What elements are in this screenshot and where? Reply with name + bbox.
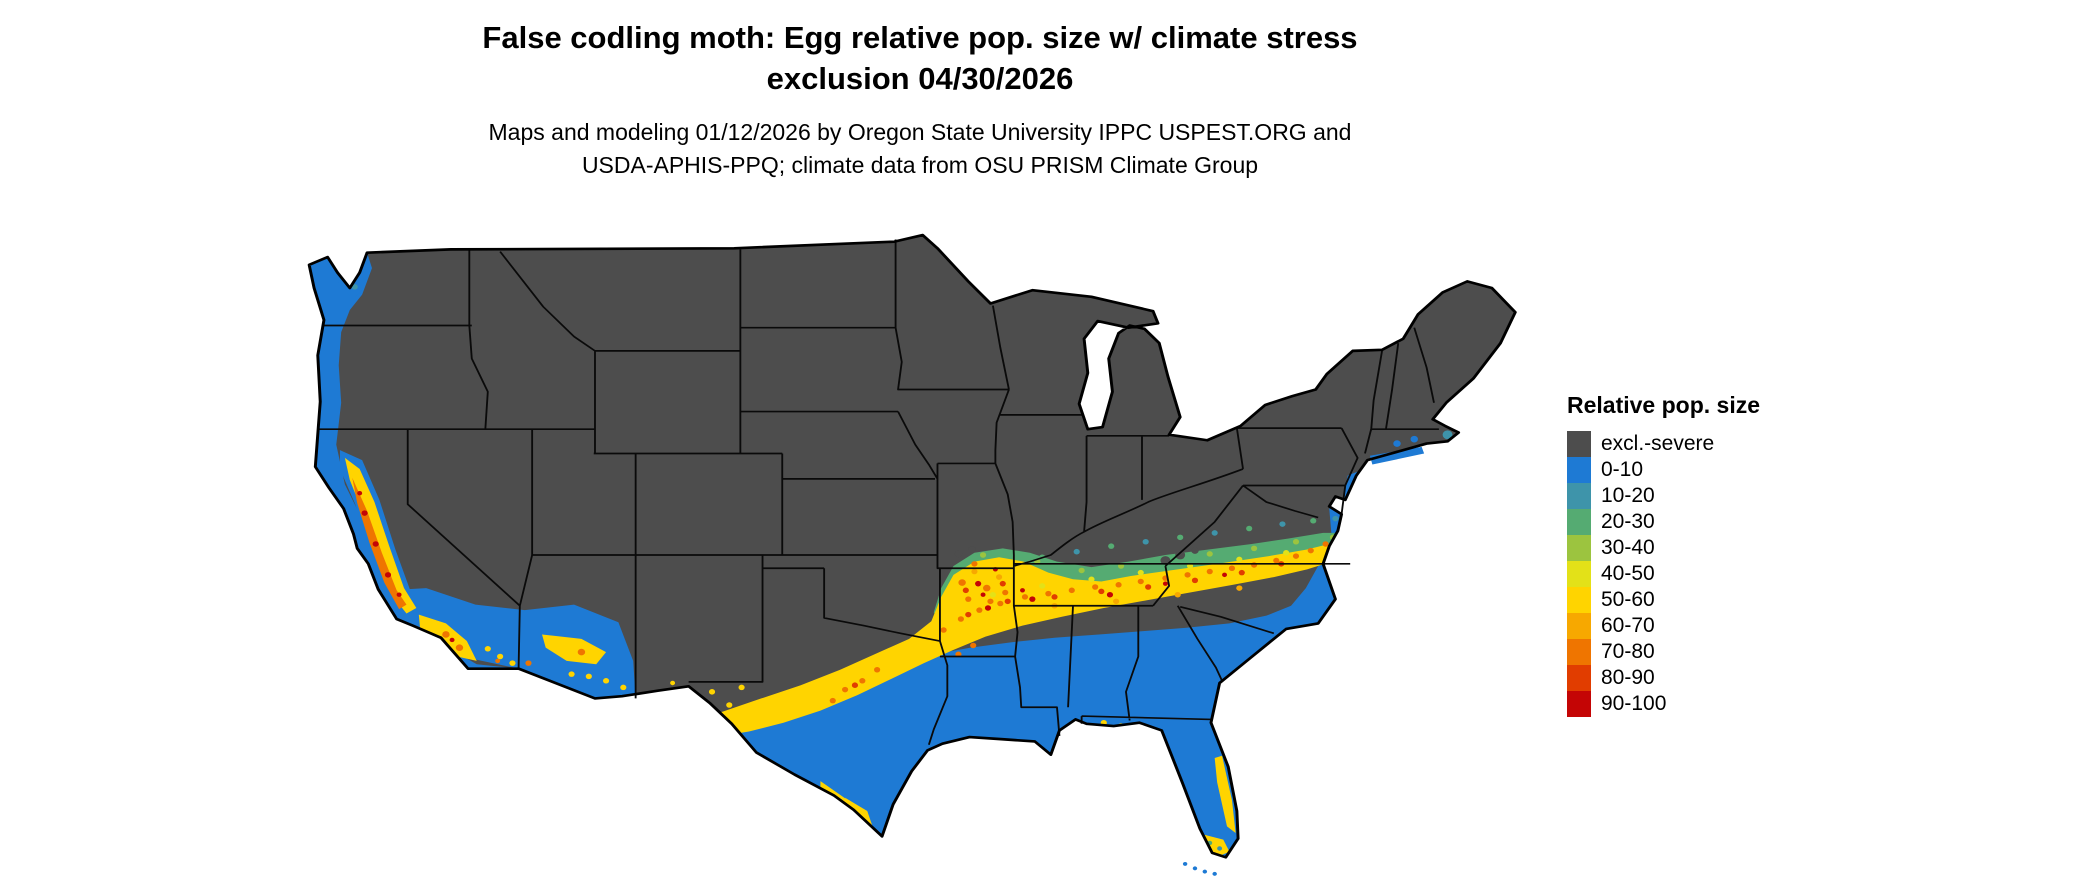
legend-label: 10-20 <box>1601 484 1655 507</box>
legend-item: 10-20 <box>1567 483 1760 509</box>
legend-label: 60-70 <box>1601 614 1655 637</box>
legend-swatch <box>1567 457 1591 483</box>
legend-label: 40-50 <box>1601 562 1655 585</box>
state-borders <box>317 239 1439 746</box>
legend-label: excl.-severe <box>1601 432 1715 455</box>
us-outline <box>307 233 1517 859</box>
legend-label: 80-90 <box>1601 666 1655 689</box>
legend-label: 90-100 <box>1601 692 1667 715</box>
legend-label: 0-10 <box>1601 458 1644 481</box>
map-speckles-60-70 <box>971 568 1243 609</box>
legend-item: 30-40 <box>1567 535 1760 561</box>
map-title-line1: False codling moth: Egg relative pop. si… <box>482 20 1358 55</box>
map-title: False codling moth: Egg relative pop. si… <box>0 18 1840 100</box>
us-map <box>303 224 1535 886</box>
map-subtitle-line2: USDA-APHIS-PPQ; climate data from OSU PR… <box>581 152 1259 179</box>
legend: Relative pop. size excl.-severe 0-10 10-20… <box>1567 392 1760 717</box>
title-block: False codling moth: Egg relative pop. si… <box>0 18 1840 183</box>
legend-swatch <box>1567 613 1591 639</box>
legend-label: 50-60 <box>1601 588 1655 611</box>
legend-items: excl.-severe 0-10 10-20 20-30 30-40 40-50 50-6… <box>1567 431 1760 717</box>
legend-swatch <box>1567 509 1591 535</box>
legend-title: Relative pop. size <box>1567 392 1761 418</box>
legend-item: excl.-severe <box>1567 431 1760 457</box>
legend-label: 20-30 <box>1601 510 1655 533</box>
legend-item: 50-60 <box>1567 587 1760 613</box>
map-green-band <box>933 532 1353 622</box>
legend-swatch <box>1567 535 1591 561</box>
map-subtitle-line1: Maps and modeling 01/12/2026 by Oregon S… <box>488 118 1352 145</box>
map-subtitle: Maps and modeling 01/12/2026 by Oregon S… <box>0 116 1840 183</box>
map-speckles-90-100 <box>357 491 1227 643</box>
legend-item: 60-70 <box>1567 613 1760 639</box>
legend-swatch <box>1567 691 1591 717</box>
legend-swatch <box>1567 587 1591 613</box>
us-map-svg <box>307 233 1517 876</box>
legend-label: 30-40 <box>1601 536 1655 559</box>
map-yellow-band <box>719 538 1358 736</box>
map-speckles-70-80 <box>340 256 1329 704</box>
legend-swatch <box>1567 665 1591 691</box>
legend-item: 40-50 <box>1567 561 1760 587</box>
legend-item: 90-100 <box>1567 691 1760 717</box>
legend-swatch <box>1567 561 1591 587</box>
legend-item: 80-90 <box>1567 665 1760 691</box>
legend-swatch <box>1567 483 1591 509</box>
legend-label: 70-80 <box>1601 640 1655 663</box>
legend-swatch <box>1567 639 1591 665</box>
map-gray-pockets <box>954 546 1199 565</box>
legend-item: 20-30 <box>1567 509 1760 535</box>
legend-swatch <box>1567 431 1591 457</box>
map-offshore-features <box>1182 446 1425 876</box>
legend-item: 0-10 <box>1567 457 1760 483</box>
legend-item: 70-80 <box>1567 639 1760 665</box>
map-title-line2: exclusion 04/30/2026 <box>766 60 1074 96</box>
